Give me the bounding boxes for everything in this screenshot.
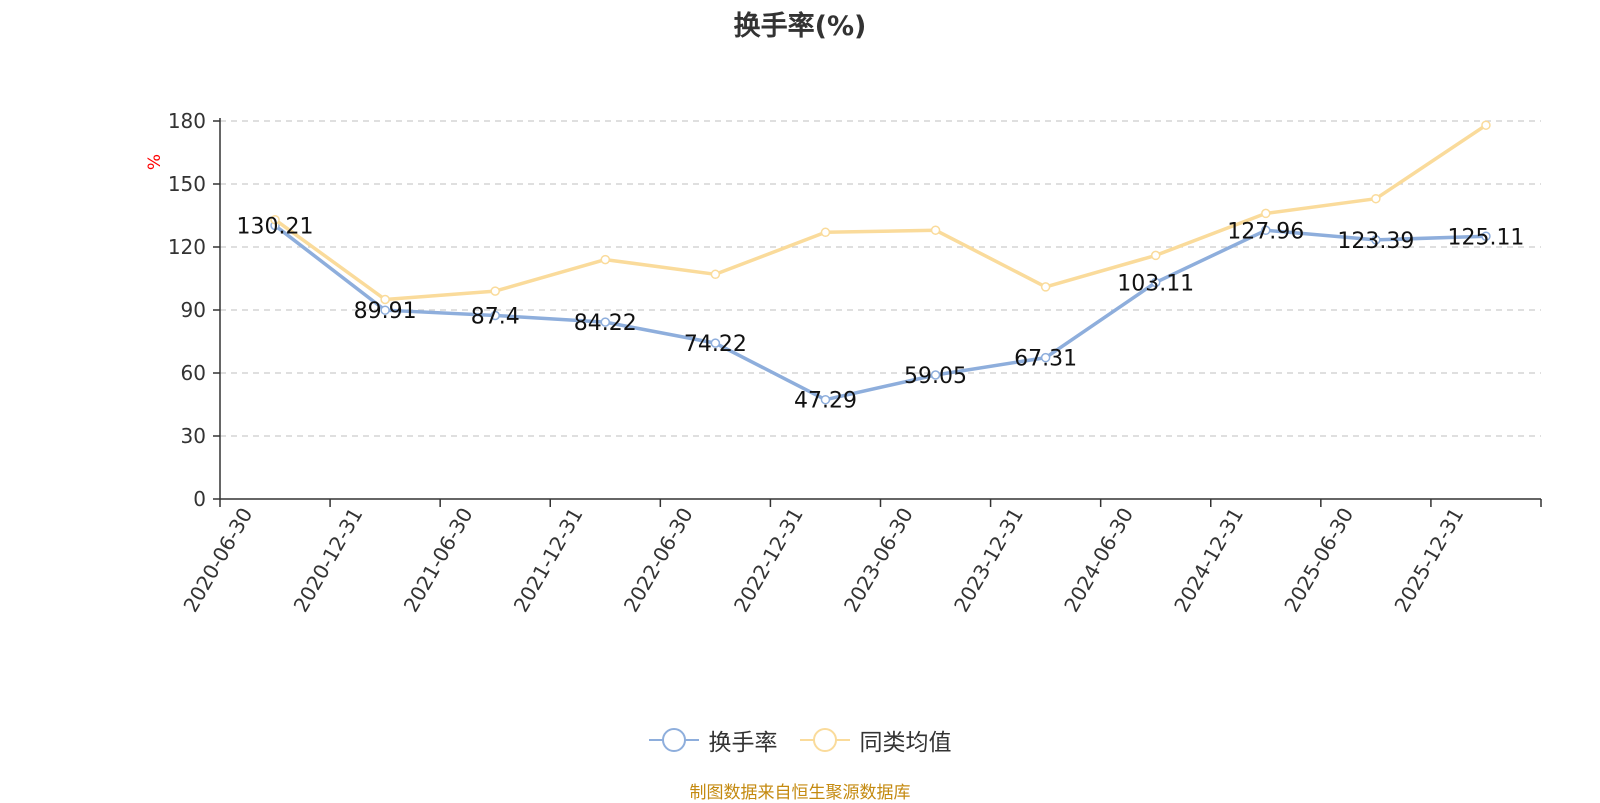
y-tick-label: 60 bbox=[181, 361, 206, 385]
data-point-peer-average bbox=[270, 214, 280, 225]
y-tick-label: 0 bbox=[193, 487, 206, 511]
data-point-turnover bbox=[380, 305, 390, 315]
data-point-peer-average bbox=[1040, 282, 1051, 292]
data-point-turnover bbox=[1371, 235, 1381, 245]
legend-marker-peer-average-icon bbox=[799, 728, 850, 752]
data-point-turnover bbox=[1150, 277, 1161, 288]
axes: 0 30 60 90 120 150 180 2020-06-30 2020-12-31 2021… bbox=[168, 109, 1542, 617]
data-label: 47.29 bbox=[794, 389, 857, 414]
series-line-turnover bbox=[273, 224, 1487, 402]
data-label: 87.4 bbox=[471, 304, 520, 329]
data-label: 123.39 bbox=[1337, 229, 1414, 254]
data-point-turnover bbox=[600, 317, 611, 327]
y-tick-label: 120 bbox=[168, 235, 206, 259]
y-tick-label: 150 bbox=[168, 172, 206, 196]
legend: 换手率 同类均值 bbox=[0, 720, 1600, 760]
data-point-turnover bbox=[1481, 231, 1491, 242]
data-point-turnover bbox=[710, 338, 721, 348]
series-lines bbox=[270, 120, 1491, 405]
data-label: 130.21 bbox=[237, 215, 314, 240]
data-point-peer-average bbox=[380, 294, 390, 305]
data-label: 74.22 bbox=[684, 332, 747, 357]
legend-item-peer-average[interactable]: 同类均值 bbox=[799, 723, 952, 757]
x-tick-label: 2025-12-31 bbox=[1389, 504, 1468, 617]
legend-item-turnover[interactable]: 换手率 bbox=[648, 723, 778, 757]
data-label: 59.05 bbox=[904, 364, 967, 389]
data-point-peer-average bbox=[490, 286, 500, 296]
data-label: 103.11 bbox=[1117, 271, 1194, 296]
x-tick-label: 2022-06-30 bbox=[619, 504, 698, 617]
x-tick-label: 2023-06-30 bbox=[839, 504, 918, 617]
data-point-turnover bbox=[490, 310, 500, 321]
data-point-turnover bbox=[820, 394, 831, 405]
legend-label-turnover: 换手率 bbox=[708, 730, 778, 756]
y-axis-title: % bbox=[145, 154, 165, 170]
data-point-peer-average bbox=[1150, 250, 1161, 261]
y-tick-label: 30 bbox=[181, 424, 206, 448]
y-tick-label: 180 bbox=[168, 109, 206, 133]
data-point-peer-average bbox=[820, 227, 831, 238]
data-point-peer-average bbox=[600, 254, 611, 265]
x-tick-label: 2025-06-30 bbox=[1279, 504, 1358, 617]
data-label: 84.22 bbox=[574, 311, 637, 336]
legend-label-peer-average: 同类均值 bbox=[859, 730, 952, 756]
x-tick-label: 2022-12-31 bbox=[729, 504, 808, 617]
data-label: 89.91 bbox=[354, 299, 417, 324]
data-point-peer-average bbox=[930, 225, 941, 235]
x-tick-label: 2020-12-31 bbox=[289, 504, 368, 617]
chart-title: 换手率(%) bbox=[733, 11, 867, 42]
x-tick-label: 2023-12-31 bbox=[949, 504, 1028, 617]
series-line-peer-average bbox=[274, 123, 1487, 302]
x-tick-label: 2024-12-31 bbox=[1169, 504, 1248, 617]
x-tick-label: 2021-06-30 bbox=[399, 504, 478, 617]
data-point-peer-average bbox=[710, 269, 721, 280]
data-point-peer-average bbox=[1371, 193, 1381, 204]
line-chart: 0 30 60 90 120 150 180 2020-06-30 2020-12-31 2021… bbox=[145, 109, 1542, 617]
x-tick-label: 2020-06-30 bbox=[178, 504, 257, 617]
data-point-turnover bbox=[930, 370, 941, 380]
data-point-turnover bbox=[1040, 352, 1051, 363]
grid-lines bbox=[220, 120, 1541, 437]
data-source-note: 制图数据来自恒生聚源数据库 bbox=[689, 783, 911, 803]
legend-marker-turnover-icon bbox=[648, 728, 699, 752]
data-point-peer-average bbox=[1481, 120, 1491, 130]
data-label: 67.31 bbox=[1014, 347, 1077, 372]
data-point-peer-average bbox=[1261, 208, 1271, 219]
data-label: 125.11 bbox=[1447, 225, 1524, 250]
data-label: 127.96 bbox=[1227, 219, 1304, 244]
x-tick-label: 2021-12-31 bbox=[509, 504, 588, 617]
y-tick-label: 90 bbox=[181, 298, 206, 322]
x-tick-label: 2024-06-30 bbox=[1059, 504, 1138, 617]
data-labels: 130.21 89.91 87.4 84.22 74.22 47.29 59.05 67.31… bbox=[237, 215, 1525, 414]
data-point-turnover bbox=[1261, 225, 1271, 236]
